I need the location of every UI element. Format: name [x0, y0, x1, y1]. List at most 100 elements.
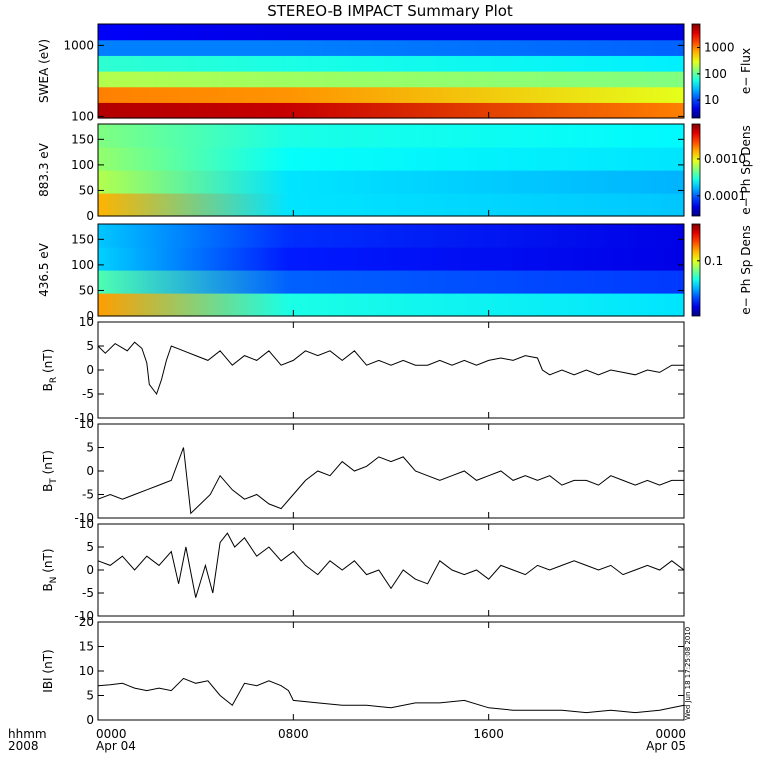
spectrogram-frame: [97, 123, 685, 217]
field-ytick-label: -5: [82, 488, 94, 502]
field-ytick-label: 0: [86, 464, 94, 478]
colorbar-label: e− Flux: [739, 48, 753, 94]
field-ylabel: BT (nT): [41, 450, 59, 492]
field-ytick-label: 15: [79, 640, 94, 654]
spectrogram-ytick-label: 100: [71, 109, 94, 123]
colorbar-tick-label: 0.0010: [704, 152, 746, 166]
field-series-line: [97, 447, 684, 515]
field-ytick-label: 5: [86, 441, 94, 455]
chart-title: STEREO-B IMPACT Summary Plot: [267, 2, 513, 20]
field-ytick-label: 10: [79, 417, 94, 431]
spectrogram-ytick-label: 1000: [63, 38, 94, 52]
colorbar-tick-label: 100: [704, 67, 727, 81]
spectrogram-band: [98, 147, 684, 171]
field-ytick-label: 5: [86, 339, 94, 353]
field-ylabel-main: B: [41, 583, 55, 591]
spectrogram-ytick-label: 0: [86, 209, 94, 223]
spectrogram-ytick-label: 50: [79, 183, 94, 197]
time-tick-label: Apr 04: [96, 739, 136, 753]
field-ylabel-main: B: [41, 383, 55, 391]
field-ylabel-sub: R: [49, 377, 59, 383]
colorbar-label: e− Ph Sp Dens: [739, 225, 753, 314]
spectrogram-band: [98, 170, 684, 194]
spectrogram-ytick-label: 100: [71, 258, 94, 272]
field-ytick-label: 0: [86, 713, 94, 727]
spectrogram-ytick-label: 150: [71, 132, 94, 146]
spectrogram-ytick-label: 0: [86, 309, 94, 323]
field-ylabel: BR (nT): [41, 349, 59, 392]
field-ytick-label: -5: [82, 586, 94, 600]
field-ytick-label: -10: [74, 609, 94, 623]
spectrogram-frame: [97, 23, 685, 119]
field-series-line: [97, 677, 685, 714]
spectrogram-ytick-label: 100: [71, 158, 94, 172]
time-tick-label: 0800: [278, 727, 309, 741]
field-ylabel-main: B: [41, 484, 55, 492]
field-ylabel-unit: (nT): [41, 649, 55, 677]
field-panel-frame: [97, 523, 685, 617]
field-ylabel: IBI (nT): [41, 649, 55, 692]
colorbar: [691, 23, 701, 119]
field-ytick-label: 10: [79, 315, 94, 329]
field-ytick-label: -5: [82, 387, 94, 401]
spectrogram-band: [98, 55, 684, 72]
generation-stamp: Wed Jun 18 17:25:08 2010: [684, 627, 692, 720]
field-panel-br: -10 -5 0 5 10 BR (nT): [41, 315, 685, 425]
colorbar-label: e− Ph Sp Dens: [739, 125, 753, 214]
spectrogram-ytick-label: 150: [71, 232, 94, 246]
colorbar: [691, 123, 701, 217]
field-series-line: [97, 341, 684, 396]
spectrogram-ylabel: 883.3 eV: [37, 142, 51, 197]
colorbar-tick-label: 0.1: [704, 254, 723, 268]
field-ytick-label: 5: [86, 689, 94, 703]
field-panel-bt: -10 -5 0 5 10 BT (nT): [41, 417, 685, 525]
field-series-line: [97, 532, 685, 598]
field-panel-bn: -10 -5 0 5 10 BN (nT): [41, 517, 685, 623]
spectrogram-ylabel: SWEA (eV): [37, 39, 51, 103]
colorbar-tick-label: 10: [704, 93, 719, 107]
spectrogram-band: [98, 224, 684, 248]
spectrogram-panel-1: 100 1000 SWEA (eV) 1000 100 10 e− Flux: [37, 23, 753, 123]
field-ytick-label: 5: [86, 540, 94, 554]
spectrogram-band: [98, 270, 684, 294]
field-panel-b: 0 5 10 15 20 IBI (nT): [41, 615, 685, 727]
time-axis-corner-hhmm: hhmm: [8, 727, 47, 741]
field-ytick-label: 20: [79, 615, 94, 629]
colorbar-tick-label: 0.0001: [704, 189, 746, 203]
spectrogram-band: [98, 193, 684, 217]
spectrogram-band: [98, 247, 684, 271]
field-ytick-label: 10: [79, 517, 94, 531]
field-ylabel-unit: (nT): [41, 548, 55, 576]
field-ytick-label: -10: [74, 511, 94, 525]
field-panel-frame: [97, 321, 685, 419]
field-ytick-label: 0: [86, 563, 94, 577]
spectrogram-band: [98, 102, 684, 119]
field-ylabel-unit: (nT): [41, 450, 55, 478]
time-tick-label: Apr 05: [646, 739, 686, 753]
time-tick-label: 1600: [473, 727, 504, 741]
spectrogram-band: [98, 24, 684, 41]
time-axis-corner-year: 2008: [8, 739, 39, 753]
field-ylabel-sub: N: [49, 577, 59, 584]
field-ytick-label: 10: [79, 664, 94, 678]
spectrogram-band: [98, 293, 684, 317]
field-ytick-label: 0: [86, 363, 94, 377]
time-tick-label: 0000: [655, 727, 686, 741]
field-ylabel-sub: T: [49, 478, 59, 485]
spectrogram-frame: [97, 223, 685, 317]
field-ylabel-unit: (nT): [41, 349, 55, 377]
colorbar-tick-label: 1000: [704, 41, 735, 55]
colorbar: [691, 223, 701, 317]
spectrogram-band: [98, 39, 684, 56]
field-ylabel-main: IBI: [41, 677, 55, 692]
spectrogram-band: [98, 86, 684, 103]
time-tick-label: 0000: [96, 727, 127, 741]
spectrogram-ylabel: 436.5 eV: [37, 242, 51, 297]
spectrogram-panel-3: 0 50 100 150 436.5 eV 0.1 e− Ph Sp Dens: [37, 223, 753, 323]
